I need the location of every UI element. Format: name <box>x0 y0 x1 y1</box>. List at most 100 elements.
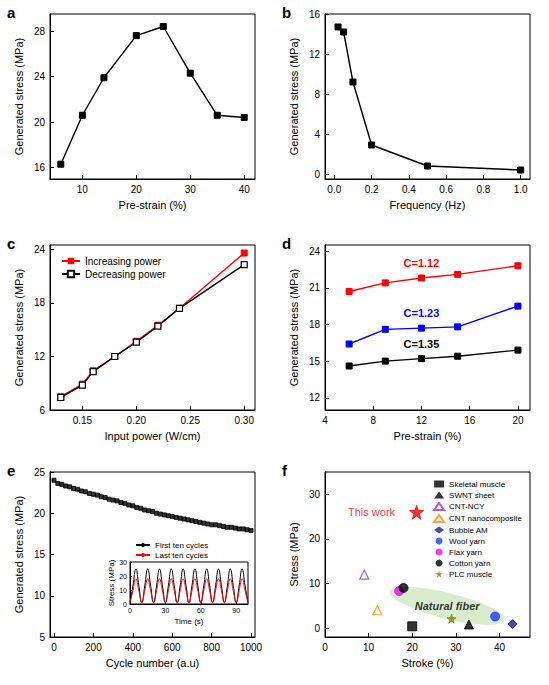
svg-text:20: 20 <box>34 117 46 128</box>
svg-text:28: 28 <box>34 26 46 37</box>
svg-text:30: 30 <box>162 607 170 614</box>
svg-text:40: 40 <box>494 642 506 653</box>
svg-text:0.8: 0.8 <box>476 184 490 195</box>
svg-text:SWNT sheet: SWNT sheet <box>449 491 495 500</box>
svg-text:Flax yarn: Flax yarn <box>449 548 482 557</box>
svg-text:12: 12 <box>309 392 321 403</box>
svg-text:60: 60 <box>197 607 205 614</box>
svg-text:0: 0 <box>314 169 320 180</box>
svg-text:24: 24 <box>34 71 46 82</box>
svg-text:0: 0 <box>322 642 328 653</box>
svg-text:30: 30 <box>309 489 321 500</box>
svg-text:90: 90 <box>232 607 240 614</box>
svg-text:0.4: 0.4 <box>402 184 416 195</box>
svg-text:0.25: 0.25 <box>181 415 201 426</box>
svg-text:4: 4 <box>322 415 328 426</box>
svg-text:Stress (MPa): Stress (MPa) <box>288 522 300 586</box>
svg-text:Cycle number (a.u): Cycle number (a.u) <box>106 657 200 669</box>
svg-text:C=1.12: C=1.12 <box>404 257 440 269</box>
svg-text:8: 8 <box>370 415 376 426</box>
svg-text:10: 10 <box>77 184 89 195</box>
svg-text:a: a <box>7 4 16 21</box>
svg-text:40: 40 <box>239 184 251 195</box>
svg-text:0.2: 0.2 <box>365 184 379 195</box>
svg-text:0: 0 <box>128 607 132 614</box>
svg-text:16: 16 <box>309 9 321 20</box>
svg-text:Stroke (%): Stroke (%) <box>402 657 454 669</box>
svg-text:0.15: 0.15 <box>73 415 93 426</box>
svg-text:Cotton yarn: Cotton yarn <box>449 559 490 568</box>
svg-text:10: 10 <box>363 642 375 653</box>
svg-text:Pre-strain (%): Pre-strain (%) <box>119 199 187 211</box>
svg-text:24: 24 <box>34 244 46 255</box>
svg-text:20: 20 <box>131 184 143 195</box>
svg-text:12: 12 <box>309 49 321 60</box>
svg-text:5: 5 <box>39 632 45 643</box>
svg-text:Generated stress (MPa): Generated stress (MPa) <box>13 496 25 613</box>
svg-text:Wool yarn: Wool yarn <box>449 537 485 546</box>
svg-text:0: 0 <box>123 601 127 608</box>
svg-text:10: 10 <box>119 587 127 594</box>
svg-text:30: 30 <box>185 184 197 195</box>
svg-text:0.0: 0.0 <box>327 184 341 195</box>
svg-text:0.20: 0.20 <box>127 415 147 426</box>
svg-text:0.30: 0.30 <box>234 415 254 426</box>
svg-text:c: c <box>7 235 15 252</box>
svg-text:4: 4 <box>314 129 320 140</box>
svg-text:C=1.35: C=1.35 <box>404 338 440 350</box>
svg-text:Generated stress (MPa): Generated stress (MPa) <box>13 269 25 386</box>
svg-text:0.6: 0.6 <box>439 184 453 195</box>
svg-text:16: 16 <box>464 415 476 426</box>
svg-text:20: 20 <box>34 508 46 519</box>
svg-text:6: 6 <box>39 405 45 416</box>
svg-text:800: 800 <box>203 642 220 653</box>
svg-text:0: 0 <box>51 642 57 653</box>
svg-text:Stress (MPa): Stress (MPa) <box>107 559 116 606</box>
svg-text:12: 12 <box>416 415 428 426</box>
svg-text:21: 21 <box>309 282 321 293</box>
svg-text:400: 400 <box>124 642 141 653</box>
svg-text:First ten cycles: First ten cycles <box>155 541 208 550</box>
svg-text:Skeletal muscle: Skeletal muscle <box>449 480 506 489</box>
svg-text:30: 30 <box>450 642 462 653</box>
svg-text:Increasing power: Increasing power <box>85 256 162 267</box>
svg-text:PLC muscle: PLC muscle <box>449 570 493 579</box>
svg-text:20: 20 <box>512 415 524 426</box>
svg-text:12: 12 <box>34 351 46 362</box>
svg-text:10: 10 <box>309 578 321 589</box>
svg-text:20: 20 <box>407 642 419 653</box>
svg-text:This work: This work <box>348 506 396 518</box>
svg-text:f: f <box>282 462 288 479</box>
svg-text:24: 24 <box>309 246 321 257</box>
svg-text:200: 200 <box>85 642 102 653</box>
svg-text:0: 0 <box>314 623 320 634</box>
svg-text:Pre-strain (%): Pre-strain (%) <box>394 430 462 442</box>
svg-text:1.0: 1.0 <box>514 184 528 195</box>
svg-text:30: 30 <box>119 559 127 566</box>
svg-text:20: 20 <box>119 573 127 580</box>
svg-text:25: 25 <box>34 467 46 478</box>
svg-text:20: 20 <box>309 533 321 544</box>
svg-text:18: 18 <box>309 319 321 330</box>
svg-text:8: 8 <box>314 89 320 100</box>
svg-text:C=1.23: C=1.23 <box>404 307 440 319</box>
svg-text:Decreasing power: Decreasing power <box>85 269 166 280</box>
svg-text:Generated stress (MPa): Generated stress (MPa) <box>288 38 300 155</box>
svg-text:Last ten cycles: Last ten cycles <box>155 551 208 560</box>
svg-text:15: 15 <box>309 356 321 367</box>
svg-text:18: 18 <box>34 297 46 308</box>
svg-text:16: 16 <box>34 162 46 173</box>
svg-text:b: b <box>282 4 291 21</box>
svg-text:CNT-NCY: CNT-NCY <box>449 502 485 511</box>
svg-text:Natural fiber: Natural fiber <box>415 600 481 612</box>
svg-text:Time (s): Time (s) <box>174 617 203 626</box>
svg-text:600: 600 <box>164 642 181 653</box>
svg-text:Generated stress (MPa): Generated stress (MPa) <box>13 38 25 155</box>
svg-text:1000: 1000 <box>240 642 263 653</box>
svg-text:d: d <box>282 235 291 252</box>
svg-text:10: 10 <box>34 590 46 601</box>
svg-text:CNT nanocomposite: CNT nanocomposite <box>449 514 522 523</box>
svg-text:Input power (W/cm): Input power (W/cm) <box>105 430 201 442</box>
svg-text:e: e <box>7 462 15 479</box>
svg-text:Bubble AM: Bubble AM <box>449 526 488 535</box>
